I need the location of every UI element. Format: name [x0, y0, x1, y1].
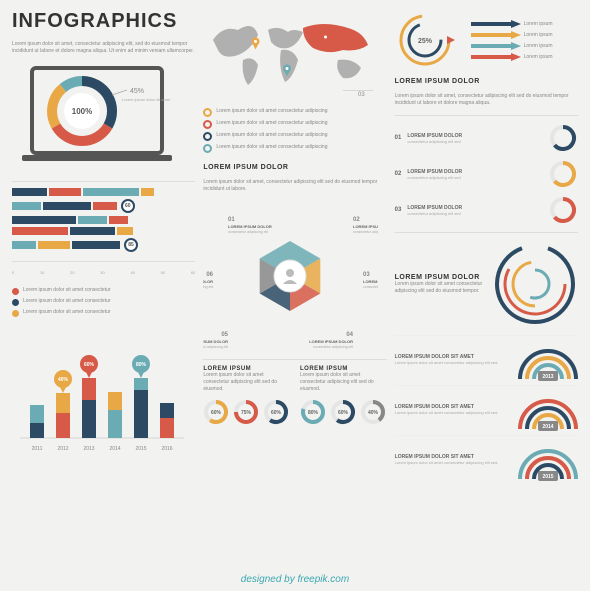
laptop-chart: 100% 45% Lorem ipsum dolor sit amet	[12, 63, 182, 173]
col-3: 25% Lorem ipsumLorem ipsumLorem ipsumLor…	[395, 10, 578, 570]
arrow-donut-value: 25%	[418, 38, 433, 45]
arrow-list: Lorem ipsumLorem ipsumLorem ipsumLorem i…	[471, 20, 578, 61]
svg-text:03: 03	[363, 272, 370, 278]
mini-left-t: Lorem ipsum dolor sit amet consectetur a…	[203, 372, 290, 393]
tr-lorem: Lorem ipsum dolor sit amet, consectetur …	[395, 93, 578, 107]
footer-credit: designed by freepik.com	[0, 570, 590, 591]
laptop-caption: Lorem ipsum dolor sit amet	[122, 97, 171, 102]
conc-lorem: Lorem ipsum dolor sit amet consectetur a…	[395, 281, 486, 295]
arc-timeline: LOREM IPSUM DOLOR SIT AMETLorem ipsum do…	[395, 335, 578, 481]
svg-text:60%: 60%	[271, 410, 282, 416]
svg-text:2015: 2015	[135, 446, 146, 452]
mini-right-t: Lorem ipsum dolor sit amet consectetur a…	[300, 372, 387, 393]
svg-text:2013: 2013	[542, 374, 553, 380]
svg-text:consectetur adipiscing elit: consectetur adipiscing elit	[228, 230, 268, 234]
concentric-chart	[492, 241, 578, 327]
svg-text:40%: 40%	[368, 410, 379, 416]
svg-text:60%: 60%	[211, 410, 222, 416]
svg-text:consectetur adipiscing elit: consectetur adipiscing elit	[203, 285, 213, 289]
svg-text:LOREM IPSUM DOLOR: LOREM IPSUM DOLOR	[310, 339, 354, 344]
svg-text:06: 06	[207, 272, 214, 278]
svg-text:80%: 80%	[136, 362, 147, 368]
svg-text:40%: 40%	[58, 377, 69, 383]
laptop-side-value: 45%	[130, 88, 144, 95]
svg-text:2013: 2013	[83, 446, 94, 452]
svg-text:LOREM IPSUM DOLOR: LOREM IPSUM DOLOR	[203, 279, 213, 284]
svg-text:80%: 80%	[308, 410, 319, 416]
numbered-rings: 01LOREM IPSUM DOLORconsectetur adipiscin…	[395, 115, 578, 233]
svg-text:consectetur adipiscing elit: consectetur adipiscing elit	[363, 285, 378, 289]
svg-text:75%: 75%	[241, 410, 252, 416]
svg-text:02: 02	[353, 217, 360, 223]
intro-text: Lorem ipsum dolor sit amet, consectetur …	[12, 41, 195, 55]
main-title: INFOGRAPHICS	[12, 10, 195, 33]
vbar-chart: 2011 40% 2012 60% 2013 2014 80% 2015 2016	[12, 328, 187, 458]
svg-text:2014: 2014	[109, 446, 120, 452]
svg-text:2014: 2014	[542, 424, 553, 430]
svg-text:consectetur adipiscing elit: consectetur adipiscing elit	[353, 230, 378, 234]
map-legend: Lorem ipsum dolor sit amet consectetur a…	[203, 108, 386, 156]
svg-text:2012: 2012	[57, 446, 68, 452]
svg-text:LOREM IPSUM DOLOR: LOREM IPSUM DOLOR	[353, 224, 378, 229]
mini-donuts-right: 80% 60% 40%	[300, 399, 387, 425]
tr-heading: LOREM IPSUM DOLOR	[395, 78, 578, 85]
page: INFOGRAPHICS Lorem ipsum dolor sit amet,…	[0, 0, 590, 570]
svg-text:05: 05	[222, 332, 229, 338]
hbar-chart: 6085	[12, 181, 195, 262]
col-1: INFOGRAPHICS Lorem ipsum dolor sit amet,…	[12, 10, 195, 570]
svg-text:04: 04	[347, 332, 354, 338]
mini-donuts-left: 60% 75% 60%	[203, 399, 290, 425]
map-page-label: 03	[358, 92, 365, 98]
svg-text:60%: 60%	[338, 410, 349, 416]
hbar-legend: Lorem ipsum dolor sit amet consecteturLo…	[12, 287, 195, 320]
world-map: 03	[203, 10, 378, 100]
svg-text:60%: 60%	[84, 362, 95, 368]
conc-heading: LOREM IPSUM DOLOR	[395, 274, 486, 281]
hex-lorem: Lorem ipsum dolor sit amet, consectetur …	[203, 179, 386, 193]
hexagon-chart: 01LOREM IPSUM DOLORconsectetur adipiscin…	[203, 201, 378, 351]
svg-text:LOREM IPSUM DOLOR: LOREM IPSUM DOLOR	[228, 224, 272, 229]
svg-text:LOREM IPSUM DOLOR: LOREM IPSUM DOLOR	[203, 339, 228, 344]
laptop-center-value: 100%	[72, 107, 92, 116]
hex-heading: LOREM IPSUM DOLOR	[203, 164, 386, 171]
svg-text:consectetur adipiscing elit: consectetur adipiscing elit	[203, 345, 228, 349]
arrow-donut: 25%	[395, 10, 465, 70]
svg-text:LOREM IPSUM DOLOR: LOREM IPSUM DOLOR	[363, 279, 378, 284]
svg-text:consectetur adipiscing elit: consectetur adipiscing elit	[313, 345, 353, 349]
svg-text:2015: 2015	[542, 474, 553, 480]
svg-text:01: 01	[228, 217, 235, 223]
col-2: 03 Lorem ipsum dolor sit amet consectetu…	[203, 10, 386, 570]
svg-text:2016: 2016	[161, 446, 172, 452]
svg-text:2011: 2011	[32, 446, 43, 452]
